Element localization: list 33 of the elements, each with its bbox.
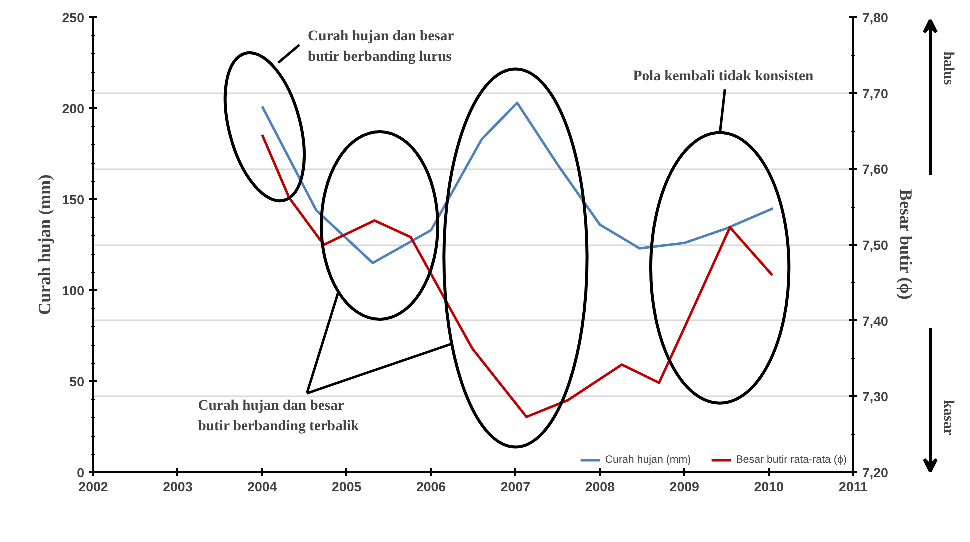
legend-label: Besar butir rata-rata (ϕ) [736,454,847,466]
x-tick-label: 2005 [332,480,362,494]
annotation: Curah hujan dan besar butir berbanding lurus [308,28,455,66]
y-tick-label: 0 [77,466,85,480]
x-tick-label: 2011 [839,480,869,494]
y2-tick-label: 7,70 [862,86,888,102]
y2-tick-label: 7,20 [862,466,888,480]
x-tick-label: 2006 [416,480,446,494]
x-tick-label: 2008 [585,480,615,494]
y-tick-label: 150 [62,192,85,208]
text: halus [940,52,956,86]
x-tick-label: 2007 [500,480,531,494]
y-tick-label: 50 [70,374,85,390]
legend-label: Curah hujan (mm) [605,454,692,466]
x-tick-label: 2009 [670,480,700,494]
x-tick-label: 2002 [78,480,108,494]
annotation: Pola kembali tidak konsisten [633,68,814,84]
y-tick-label: 200 [62,102,85,116]
y2-tick-label: 7,40 [862,314,888,329]
annotation: Curah hujan dan besar butir berbanding terbalik [198,398,360,435]
y-axis-title: Curah hujan (mm) [35,174,54,316]
y2-tick-label: 7,50 [862,238,888,253]
y-tick-label: 250 [62,10,85,26]
x-tick-label: 2004 [248,480,278,494]
y2-tick-label: 7,80 [862,10,888,26]
y2-tick-label: 7,60 [862,162,888,178]
text: kasar [940,400,956,436]
line-series [261,102,775,264]
y2-axis-title: Besar butir (ϕ) [896,190,916,300]
y2-tick-label: 7,30 [862,390,888,405]
x-tick-label: 2010 [754,480,784,494]
y-tick-label: 100 [62,284,85,298]
x-tick-label: 2003 [163,480,193,494]
